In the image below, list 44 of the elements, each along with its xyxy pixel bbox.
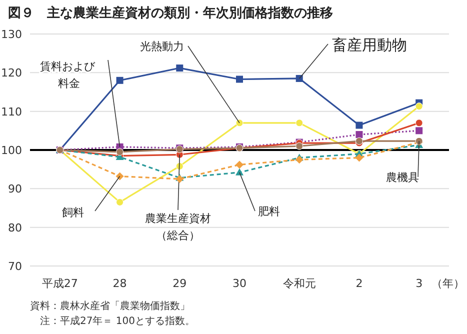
point [296,142,304,150]
x-tick-label: 28 [112,277,127,290]
text: 資料：農林水産省「農業物価指数」 [30,300,190,312]
x-axis-title: （年） [432,277,464,290]
text: 肥料 [258,205,280,218]
point [415,119,423,127]
y-tick-label: 120 [1,66,22,80]
text: 光熱動力 [140,40,184,53]
text: 農業生産資材（総合） [145,212,211,242]
point [356,122,363,129]
text: 注：平成27年＝ 100とする指数。 [40,315,195,327]
point [236,160,244,169]
x-tick-label: 3 [416,277,423,290]
point [356,131,363,138]
y-tick-label: 80 [8,221,22,234]
point [176,64,184,72]
x-tick-label: 平成27 [42,277,78,290]
point [296,74,303,82]
point [236,76,243,83]
point [116,172,124,180]
x-tick-label: 令和元 [282,277,316,290]
text: 飼料 [62,206,84,219]
y-tick-label: 110 [1,105,22,118]
x-tick-label: 2 [356,277,363,290]
point [116,76,124,84]
point [415,102,423,110]
text: 賃料および料金 [40,60,96,90]
point [355,154,364,162]
x-tick-label: 30 [232,277,246,290]
chart-title: 図９ 主な農業生産資材の類別・年次別価格指数の推移 [8,5,333,21]
point [296,119,304,127]
x-tick-label: 29 [172,277,187,290]
y-tick-label: 90 [8,182,22,196]
text: 畜産用動物 [332,36,407,54]
point [236,168,244,176]
y-tick-label: 100 [1,144,22,157]
point [295,156,304,164]
text: 農機具 [386,171,419,184]
y-tick-label: 70 [8,260,22,273]
point [116,148,124,156]
point [416,127,423,134]
y-tick-label: 130 [1,28,22,41]
point [116,198,124,206]
point [236,119,244,127]
